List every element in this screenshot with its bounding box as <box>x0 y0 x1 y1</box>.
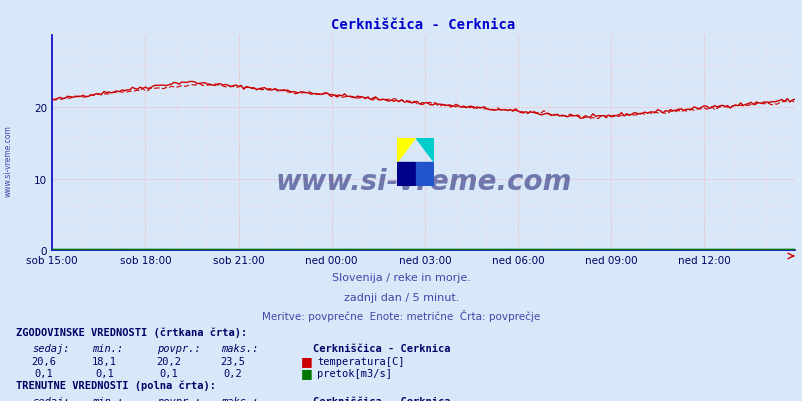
Title: Cerkniščica - Cerknica: Cerkniščica - Cerknica <box>331 18 515 32</box>
Text: 0,2: 0,2 <box>223 368 242 378</box>
Text: 20,2: 20,2 <box>156 356 181 366</box>
Text: ZGODOVINSKE VREDNOSTI (črtkana črta):: ZGODOVINSKE VREDNOSTI (črtkana črta): <box>16 326 247 337</box>
Polygon shape <box>397 138 415 162</box>
Text: povpr.:: povpr.: <box>156 396 200 401</box>
Text: ■: ■ <box>301 366 313 379</box>
Text: 20,6: 20,6 <box>31 356 57 366</box>
Text: temperatura[C]: temperatura[C] <box>317 356 404 366</box>
Text: 0,1: 0,1 <box>159 368 178 378</box>
Text: Cerkniščica - Cerknica: Cerkniščica - Cerknica <box>313 343 450 353</box>
Text: 0,1: 0,1 <box>34 368 54 378</box>
Text: sedaj:: sedaj: <box>32 396 70 401</box>
Text: maks.:: maks.: <box>221 343 258 353</box>
Polygon shape <box>415 138 433 162</box>
Text: 18,1: 18,1 <box>91 356 117 366</box>
Text: min.:: min.: <box>92 343 124 353</box>
Text: ■: ■ <box>301 354 313 367</box>
Text: povpr.:: povpr.: <box>156 343 200 353</box>
Text: min.:: min.: <box>92 396 124 401</box>
Polygon shape <box>397 162 415 186</box>
Text: Slovenija / reke in morje.: Slovenija / reke in morje. <box>332 273 470 283</box>
Text: maks.:: maks.: <box>221 396 258 401</box>
Text: zadnji dan / 5 minut.: zadnji dan / 5 minut. <box>343 292 459 302</box>
Text: www.si-vreme.com: www.si-vreme.com <box>275 168 571 196</box>
Text: 23,5: 23,5 <box>220 356 245 366</box>
Text: pretok[m3/s]: pretok[m3/s] <box>317 368 391 378</box>
Text: Cerkniščica - Cerknica: Cerkniščica - Cerknica <box>313 396 450 401</box>
Text: TRENUTNE VREDNOSTI (polna črta):: TRENUTNE VREDNOSTI (polna črta): <box>16 379 216 390</box>
Text: 0,1: 0,1 <box>95 368 114 378</box>
Polygon shape <box>415 162 433 186</box>
Text: Meritve: povprečne  Enote: metrične  Črta: povprečje: Meritve: povprečne Enote: metrične Črta:… <box>262 309 540 321</box>
Text: www.si-vreme.com: www.si-vreme.com <box>3 125 13 196</box>
Text: sedaj:: sedaj: <box>32 343 70 353</box>
